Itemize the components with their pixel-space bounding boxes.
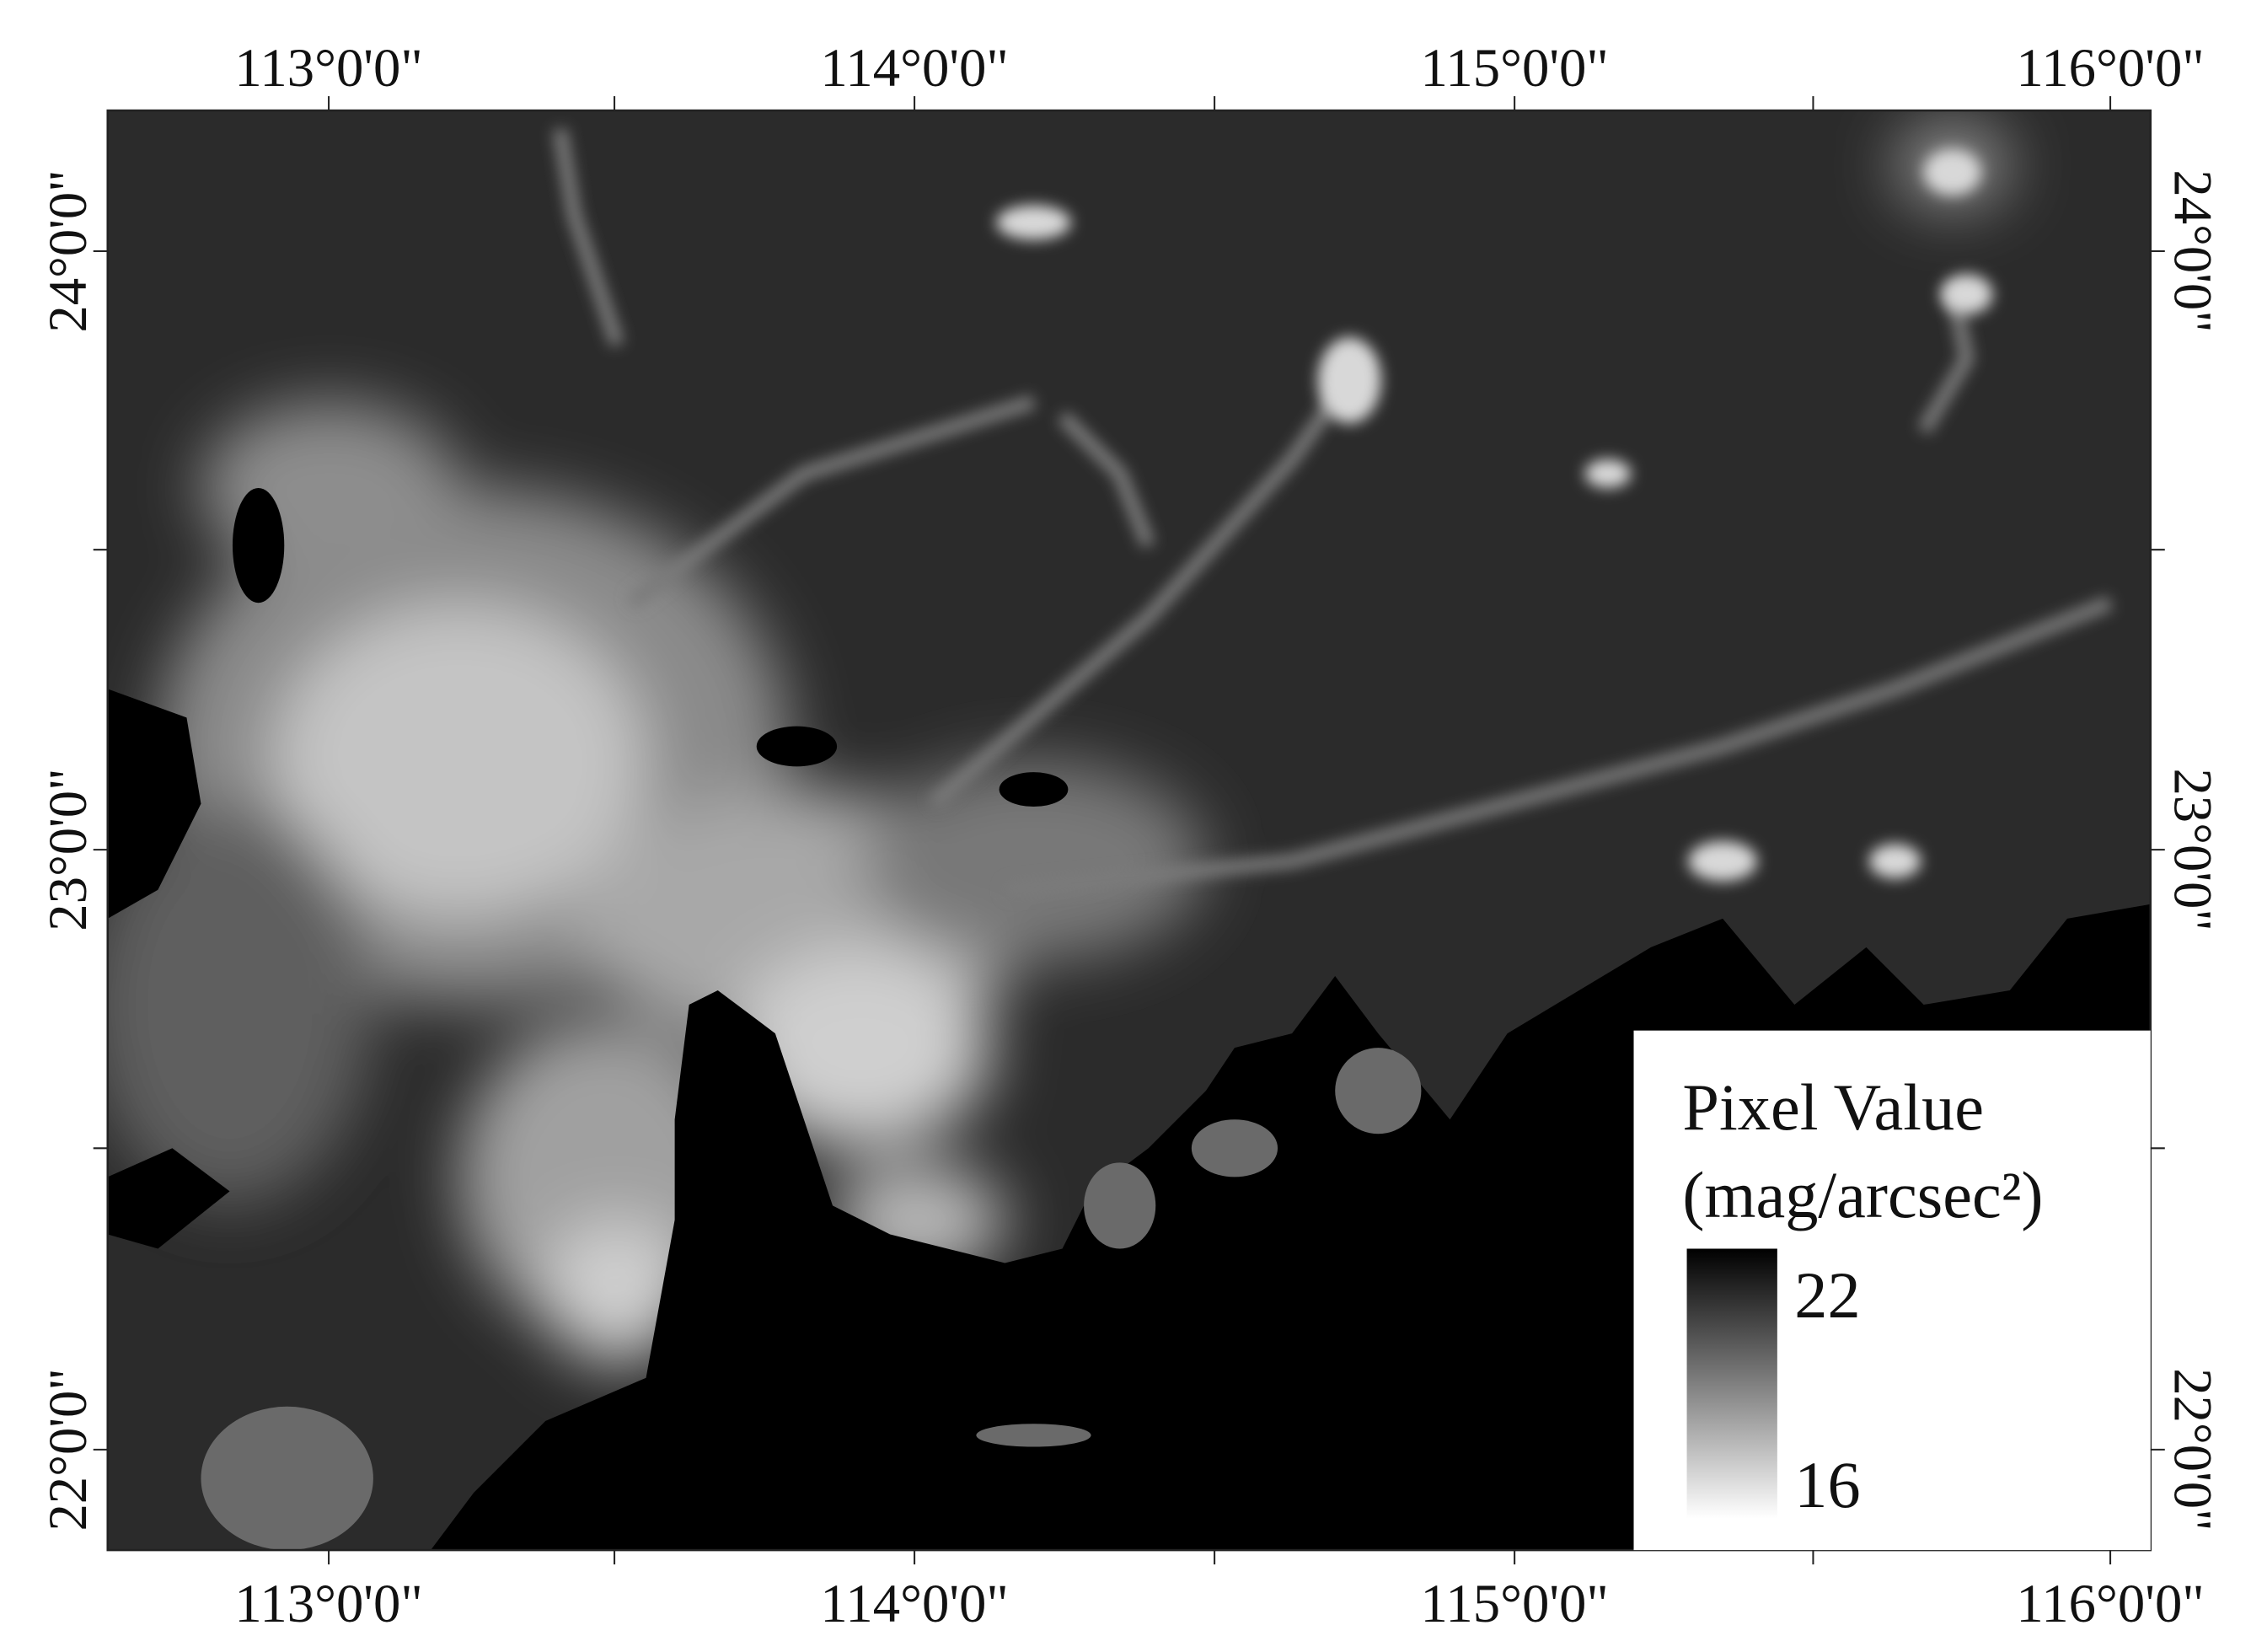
longitude-label: 113°0'0" bbox=[234, 1573, 422, 1633]
longitude-label: 114°0'0" bbox=[820, 37, 1008, 98]
longitude-label: 113°0'0" bbox=[234, 37, 422, 98]
legend-unit: (mag/arcsec²) bbox=[1682, 1158, 2043, 1231]
longitude-label: 114°0'0" bbox=[820, 1573, 1008, 1633]
bright-spots bbox=[996, 149, 1993, 882]
latitude-label: 24°0'0" bbox=[37, 169, 98, 332]
legend-ramp bbox=[1686, 1248, 1777, 1519]
latitude-label: 24°0'0" bbox=[2163, 169, 2224, 332]
longitude-label: 116°0'0" bbox=[2016, 1573, 2204, 1633]
legend-title: Pixel Value bbox=[1682, 1070, 1984, 1144]
legend-min-label: 16 bbox=[1794, 1448, 1860, 1521]
latitude-label: 23°0'0" bbox=[37, 768, 98, 931]
water-patches bbox=[107, 487, 1069, 1249]
latitude-label: 23°0'0" bbox=[2163, 768, 2224, 931]
legend: Pixel Value (mag/arcsec²) 22 16 bbox=[1633, 1030, 2151, 1551]
graticule-ticks: 113°0'0" 113°0'0" 114°0'0" 114°0'0" 115°0'0"… bbox=[37, 37, 2224, 1633]
longitude-label: 115°0'0" bbox=[1420, 37, 1608, 98]
road-corridors bbox=[552, 127, 2114, 898]
latitude-label: 22°0'0" bbox=[37, 1368, 98, 1531]
longitude-label: 116°0'0" bbox=[2016, 37, 2204, 98]
night-light-raster bbox=[107, 110, 2151, 1551]
islands bbox=[201, 1048, 1422, 1551]
legend-max-label: 22 bbox=[1794, 1258, 1860, 1332]
latitude-label: 22°0'0" bbox=[2163, 1368, 2224, 1531]
longitude-label: 115°0'0" bbox=[1420, 1573, 1608, 1633]
map-frame bbox=[106, 109, 2152, 1552]
lit-areas bbox=[107, 121, 2010, 1364]
